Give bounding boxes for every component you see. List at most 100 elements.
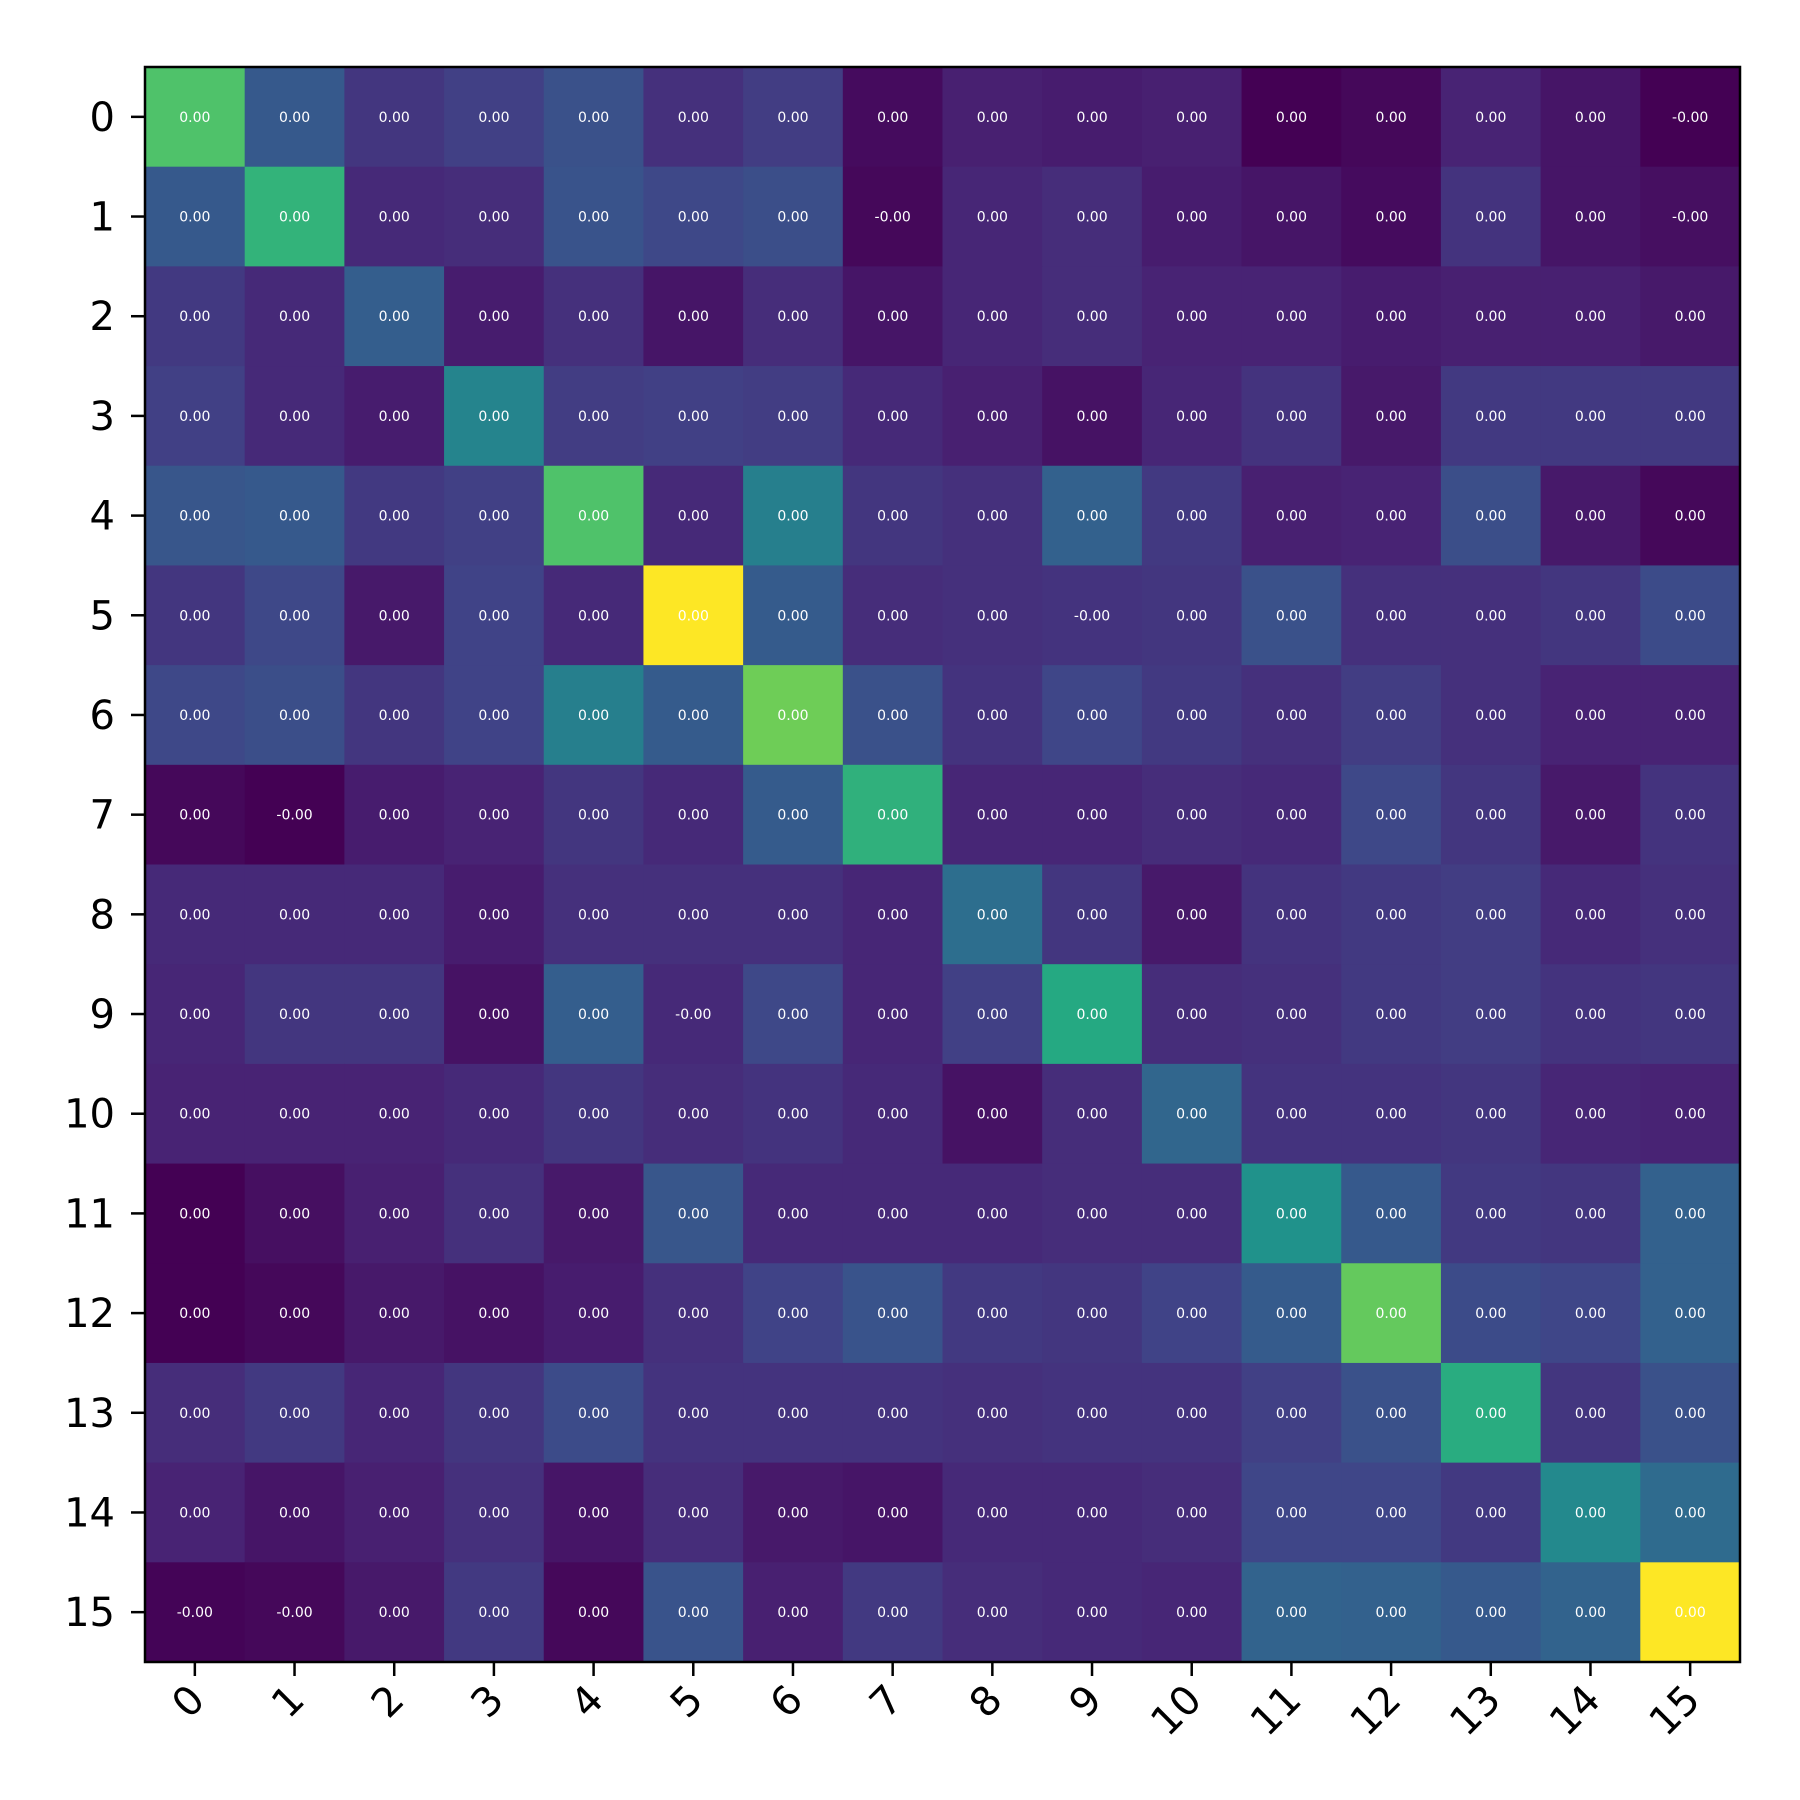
cell-value-label: 0.00	[1475, 907, 1506, 923]
cell-value-label: 0.00	[179, 1306, 210, 1322]
y-tick-label: 11	[64, 1191, 115, 1237]
cell-value-label: 0.00	[1376, 1206, 1407, 1222]
heatmap-cell-r7-c2	[344, 764, 445, 866]
heatmap-cell-r10-c3	[444, 1063, 545, 1165]
cell-value-label: 0.00	[179, 110, 210, 126]
heatmap-cell-r8-c2	[344, 864, 445, 965]
heatmap-cell-r13-c7	[842, 1362, 944, 1464]
heatmap-cell-r7-c13	[1440, 764, 1542, 866]
heatmap-cell-r9-c0	[145, 964, 246, 1065]
cell-value-label: 0.00	[1376, 1306, 1407, 1322]
heatmap-cell-r8-c12	[1341, 864, 1442, 965]
cell-value-label: 0.00	[777, 309, 808, 325]
cell-value-label: 0.00	[1076, 409, 1107, 425]
cell-value-label: 0.00	[279, 1107, 310, 1123]
heatmap-cell-r1-c5	[643, 166, 744, 267]
heatmap-cell-r1-c13	[1440, 166, 1542, 267]
cell-value-label: 0.00	[1276, 1107, 1307, 1123]
heatmap-cell-r11-c9	[1042, 1163, 1143, 1264]
cell-value-label: 0.00	[1675, 907, 1706, 923]
cell-value-label: 0.00	[777, 1306, 808, 1322]
cell-value-label: 0.00	[1176, 907, 1207, 923]
cell-value-label: 0.00	[379, 708, 410, 724]
heatmap-cell-r13-c14	[1540, 1362, 1641, 1464]
cell-value-label: 0.00	[279, 608, 310, 624]
heatmap-cell-r12-c1	[244, 1263, 345, 1364]
cell-value-label: 0.00	[578, 1406, 609, 1422]
heatmap-cell-r7-c11	[1241, 764, 1342, 866]
cell-value-label: 0.00	[1675, 509, 1706, 525]
heatmap-cell-r0-c15	[1640, 67, 1741, 168]
cell-value-label: 0.00	[1475, 1007, 1506, 1023]
cell-value-label: 0.00	[1376, 210, 1407, 226]
heatmap-cell-r1-c4	[543, 166, 645, 267]
heatmap-cell-r8-c14	[1540, 864, 1641, 965]
cell-value-label: 0.00	[578, 907, 609, 923]
heatmap-cell-r6-c12	[1341, 665, 1442, 766]
cell-value-label: 0.00	[279, 509, 310, 525]
cell-value-label: 0.00	[1176, 1605, 1207, 1621]
heatmap-cell-r9-c4	[543, 964, 645, 1065]
cell-value-label: 0.00	[1176, 708, 1207, 724]
y-tick-label: 15	[64, 1590, 115, 1636]
cell-value-label: 0.00	[279, 1306, 310, 1322]
cell-value-label: 0.00	[179, 309, 210, 325]
heatmap-cell-r11-c6	[743, 1163, 844, 1264]
heatmap-cell-labels: 0.00 0.00 0.00 0.00 0.00 0.00 0.00 0.00 0.00 0.00…	[177, 110, 1709, 1621]
heatmap-cell-r12-c7	[842, 1263, 944, 1364]
cell-value-label: 0.00	[1475, 708, 1506, 724]
cell-value-label: 0.00	[1276, 1406, 1307, 1422]
heatmap-cell-r7-c8	[942, 764, 1043, 866]
cell-value-label: 0.00	[678, 409, 709, 425]
heatmap-cell-r15-c5	[643, 1562, 744, 1663]
heatmap-cell-r12-c10	[1141, 1263, 1243, 1364]
heatmap-cell-r5-c3	[444, 565, 545, 666]
heatmap-cell-r3-c6	[743, 366, 844, 467]
heatmap-cell-r13-c2	[344, 1362, 445, 1464]
heatmap-cell-r12-c5	[643, 1263, 744, 1364]
y-tick-label: 9	[90, 992, 115, 1038]
heatmap-cell-r4-c9	[1042, 465, 1143, 567]
heatmap-cell-r5-c12	[1341, 565, 1442, 666]
cell-value-label: 0.00	[777, 1107, 808, 1123]
heatmap-cell-r6-c15	[1640, 665, 1741, 766]
heatmap-cell-r3-c9	[1042, 366, 1143, 467]
heatmap-cell-r14-c5	[643, 1462, 744, 1563]
cell-value-label: -0.00	[875, 210, 911, 226]
heatmap-cell-r13-c5	[643, 1362, 744, 1464]
heatmap-cell-r13-c10	[1141, 1362, 1243, 1464]
heatmap-cell-r9-c15	[1640, 964, 1741, 1065]
heatmap-cell-r8-c13	[1440, 864, 1542, 965]
cell-value-label: 0.00	[977, 509, 1008, 525]
cell-value-label: 0.00	[1575, 708, 1606, 724]
cell-value-label: 0.00	[379, 110, 410, 126]
heatmap-cell-r12-c9	[1042, 1263, 1143, 1364]
cell-value-label: 0.00	[777, 1406, 808, 1422]
cell-value-label: 0.00	[1176, 1007, 1207, 1023]
cell-value-label: 0.00	[1475, 509, 1506, 525]
cell-value-label: 0.00	[977, 1007, 1008, 1023]
heatmap-cell-r14-c11	[1241, 1462, 1342, 1563]
heatmap-cell-r14-c14	[1540, 1462, 1641, 1563]
heatmap-cell-r13-c15	[1640, 1362, 1741, 1464]
heatmap-cell-r10-c13	[1440, 1063, 1542, 1165]
cell-value-label: 0.00	[678, 808, 709, 824]
cell-value-label: 0.00	[1076, 210, 1107, 226]
cell-value-label: 0.00	[379, 1406, 410, 1422]
cell-value-label: 0.00	[1076, 808, 1107, 824]
cell-value-label: 0.00	[1376, 907, 1407, 923]
heatmap-cell-r4-c6	[743, 465, 844, 567]
cell-value-label: 0.00	[379, 210, 410, 226]
cell-value-label: 0.00	[379, 1007, 410, 1023]
heatmap-cell-r10-c11	[1241, 1063, 1342, 1165]
cell-value-label: 0.00	[379, 1505, 410, 1521]
cell-value-label: 0.00	[1575, 309, 1606, 325]
heatmap-cell-r0-c2	[344, 67, 445, 168]
cell-value-label: 0.00	[877, 309, 908, 325]
cell-value-label: 0.00	[1076, 1505, 1107, 1521]
heatmap-cell-r10-c14	[1540, 1063, 1641, 1165]
heatmap-cell-r0-c6	[743, 67, 844, 168]
heatmap-cell-r2-c11	[1241, 266, 1342, 367]
cell-value-label: 0.00	[1076, 1306, 1107, 1322]
heatmap-cell-r13-c0	[145, 1362, 246, 1464]
